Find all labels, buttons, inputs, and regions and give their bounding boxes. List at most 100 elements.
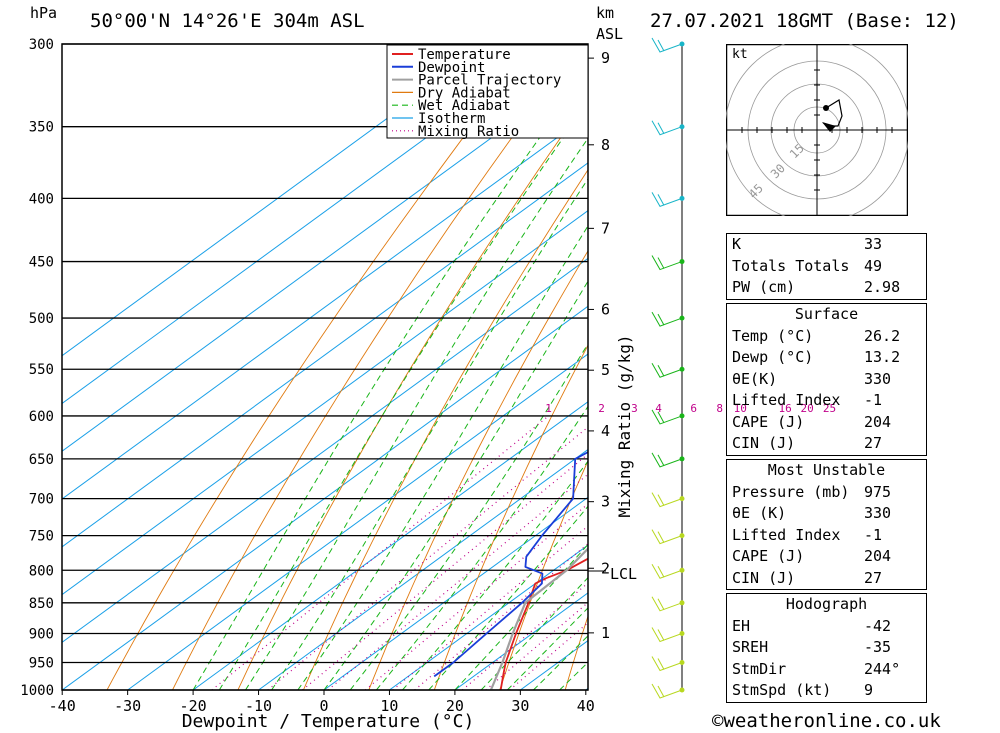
pw-value: 2.98 — [864, 278, 901, 296]
wind-barb-feather — [657, 39, 665, 52]
km-tick-label: 6 — [601, 300, 610, 318]
pressure-tick-label: 900 — [29, 626, 54, 642]
isotherm-line — [62, 210, 588, 596]
wind-barb — [651, 452, 683, 468]
km-tick-label: 8 — [601, 136, 610, 154]
pressure-tick-label: 600 — [29, 409, 54, 425]
hodograph-storm-arrow — [822, 122, 836, 132]
isotherm-line — [323, 496, 588, 690]
surface-theta-label: θE(K) — [732, 369, 778, 388]
mu-pressure-value: 975 — [864, 482, 892, 501]
mixing-ratio-label: 25 — [823, 402, 836, 415]
isotherm-line — [62, 257, 588, 643]
surface-dewp-value: 13.2 — [864, 348, 901, 366]
isotherm-line — [62, 66, 588, 452]
legend-box — [386, 44, 589, 139]
wind-barb — [651, 409, 683, 425]
x-tick-label: -20 — [180, 697, 207, 715]
wind-barb-feather — [657, 658, 665, 670]
x-axis-title: Dewpoint / Temperature (°C) — [182, 711, 475, 732]
isotherm-line — [62, 114, 588, 500]
x-tick-label: 30 — [511, 697, 529, 715]
wind-barb — [651, 192, 683, 207]
wind-barb — [651, 120, 683, 136]
mu-cin-value: 27 — [864, 568, 883, 587]
parcel-trajectory-line — [489, 547, 588, 690]
wind-barb — [651, 627, 683, 643]
tt-label: Totals Totals — [732, 256, 850, 275]
legend-entry: Mixing Ratio — [418, 124, 519, 140]
wet-adiabat-line — [245, 137, 588, 690]
mixing-ratio-label: 10 — [734, 402, 747, 415]
pressure-tick-label: 950 — [29, 655, 54, 671]
stmdir-value: 244° — [864, 659, 901, 678]
surface-dewp-label: Dewp (°C) — [732, 348, 814, 366]
wind-barb — [651, 311, 683, 327]
indices-table: K 33 Totals Totals 49 PW (cm) 2.98 — [726, 233, 927, 300]
surface-title: Surface — [794, 305, 859, 323]
wind-barb — [651, 656, 683, 672]
mu-li-label: Lifted Index — [732, 525, 841, 544]
isotherm-line — [62, 44, 490, 357]
km-tick-label: 1 — [601, 624, 610, 642]
mixing-ratio-label: 2 — [598, 402, 605, 415]
mu-theta-value: 330 — [864, 504, 892, 522]
mixing-ratio-label: 4 — [655, 402, 662, 415]
isotherm-line — [192, 401, 588, 690]
isotherm-line — [62, 305, 588, 690]
asl-label: ASL — [596, 25, 624, 43]
wet-adiabat-line — [323, 280, 588, 690]
surface-cape-value: 204 — [864, 412, 892, 431]
hodograph: kt 15 30 45 — [726, 44, 908, 216]
dry-adiabat-line — [564, 614, 588, 690]
km-tick-label: 3 — [601, 493, 610, 511]
pressure-tick-label: 350 — [29, 120, 54, 136]
dewpoint-line — [433, 451, 588, 678]
surface-li-label: Lifted Index — [732, 391, 841, 409]
pressure-tick-label: 1000 — [20, 683, 54, 699]
wind-barb — [651, 529, 683, 545]
wind-barb-feather — [657, 531, 665, 543]
stmdir-label: StmDir — [732, 659, 787, 678]
tt-value: 49 — [864, 256, 883, 275]
surface-cin-value: 27 — [864, 434, 883, 452]
isotherm-line — [127, 353, 588, 690]
mixing-ratio-line — [327, 473, 588, 690]
x-tick-label: 20 — [446, 697, 464, 715]
wind-barb-feather — [657, 364, 665, 377]
x-tick-label: -10 — [245, 697, 272, 715]
location-title: 50°00'N 14°26'E 304m ASL — [90, 10, 365, 32]
wet-adiabat-line — [506, 607, 588, 690]
mu-cin-label: CIN (J) — [732, 568, 796, 587]
pressure-tick-label: 700 — [29, 492, 54, 508]
km-tick-label: 9 — [601, 49, 610, 67]
dry-adiabat-line — [106, 44, 535, 690]
temperature-line — [499, 557, 588, 690]
hodograph-table: Hodograph EH -42 SREH -35 StmDir 244° StmSp… — [726, 593, 927, 703]
surface-temp-value: 26.2 — [864, 326, 901, 345]
wind-barb-feather — [657, 566, 665, 578]
mu-cape-label: CAPE (J) — [732, 547, 805, 565]
pressure-tick-label: 400 — [29, 191, 54, 207]
wind-barb-feather — [657, 494, 665, 506]
copyright-footer[interactable]: ©weatheronline.co.uk — [712, 710, 941, 732]
sreh-value: -35 — [864, 638, 892, 656]
wet-adiabat-line — [192, 70, 588, 690]
km-tick-label: 5 — [601, 361, 610, 379]
lcl-label: LCL — [610, 565, 637, 583]
mu-li-value: -1 — [864, 525, 883, 544]
isotherm-line — [258, 448, 588, 690]
wind-barb-feather — [657, 122, 665, 134]
legend-entry: Wet Adiabat — [418, 98, 511, 114]
mixing-ratio-label: 16 — [778, 402, 791, 415]
surface-li-value: -1 — [864, 391, 883, 409]
wind-barb — [651, 492, 683, 508]
legend-entry: Parcel Trajectory — [418, 73, 561, 89]
surface-theta-value: 330 — [864, 369, 892, 388]
wind-barb — [651, 362, 683, 378]
legend-entry: Dry Adiabat — [418, 85, 511, 101]
legend-entry: Isotherm — [418, 111, 485, 127]
dry-adiabat-line — [958, 44, 1000, 690]
surface-temp-label: Temp (°C) — [732, 326, 814, 345]
